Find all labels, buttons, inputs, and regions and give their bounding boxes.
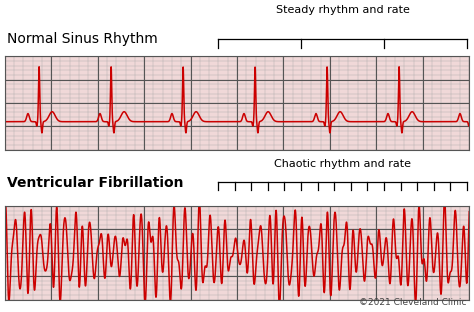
Text: Normal Sinus Rhythm: Normal Sinus Rhythm	[7, 32, 158, 46]
Text: Steady rhythm and rate: Steady rhythm and rate	[275, 5, 410, 15]
Text: Chaotic rhythm and rate: Chaotic rhythm and rate	[274, 159, 411, 169]
Text: ©2021 Cleveland Clinic: ©2021 Cleveland Clinic	[359, 298, 467, 307]
Text: Ventricular Fibrillation: Ventricular Fibrillation	[7, 176, 183, 189]
